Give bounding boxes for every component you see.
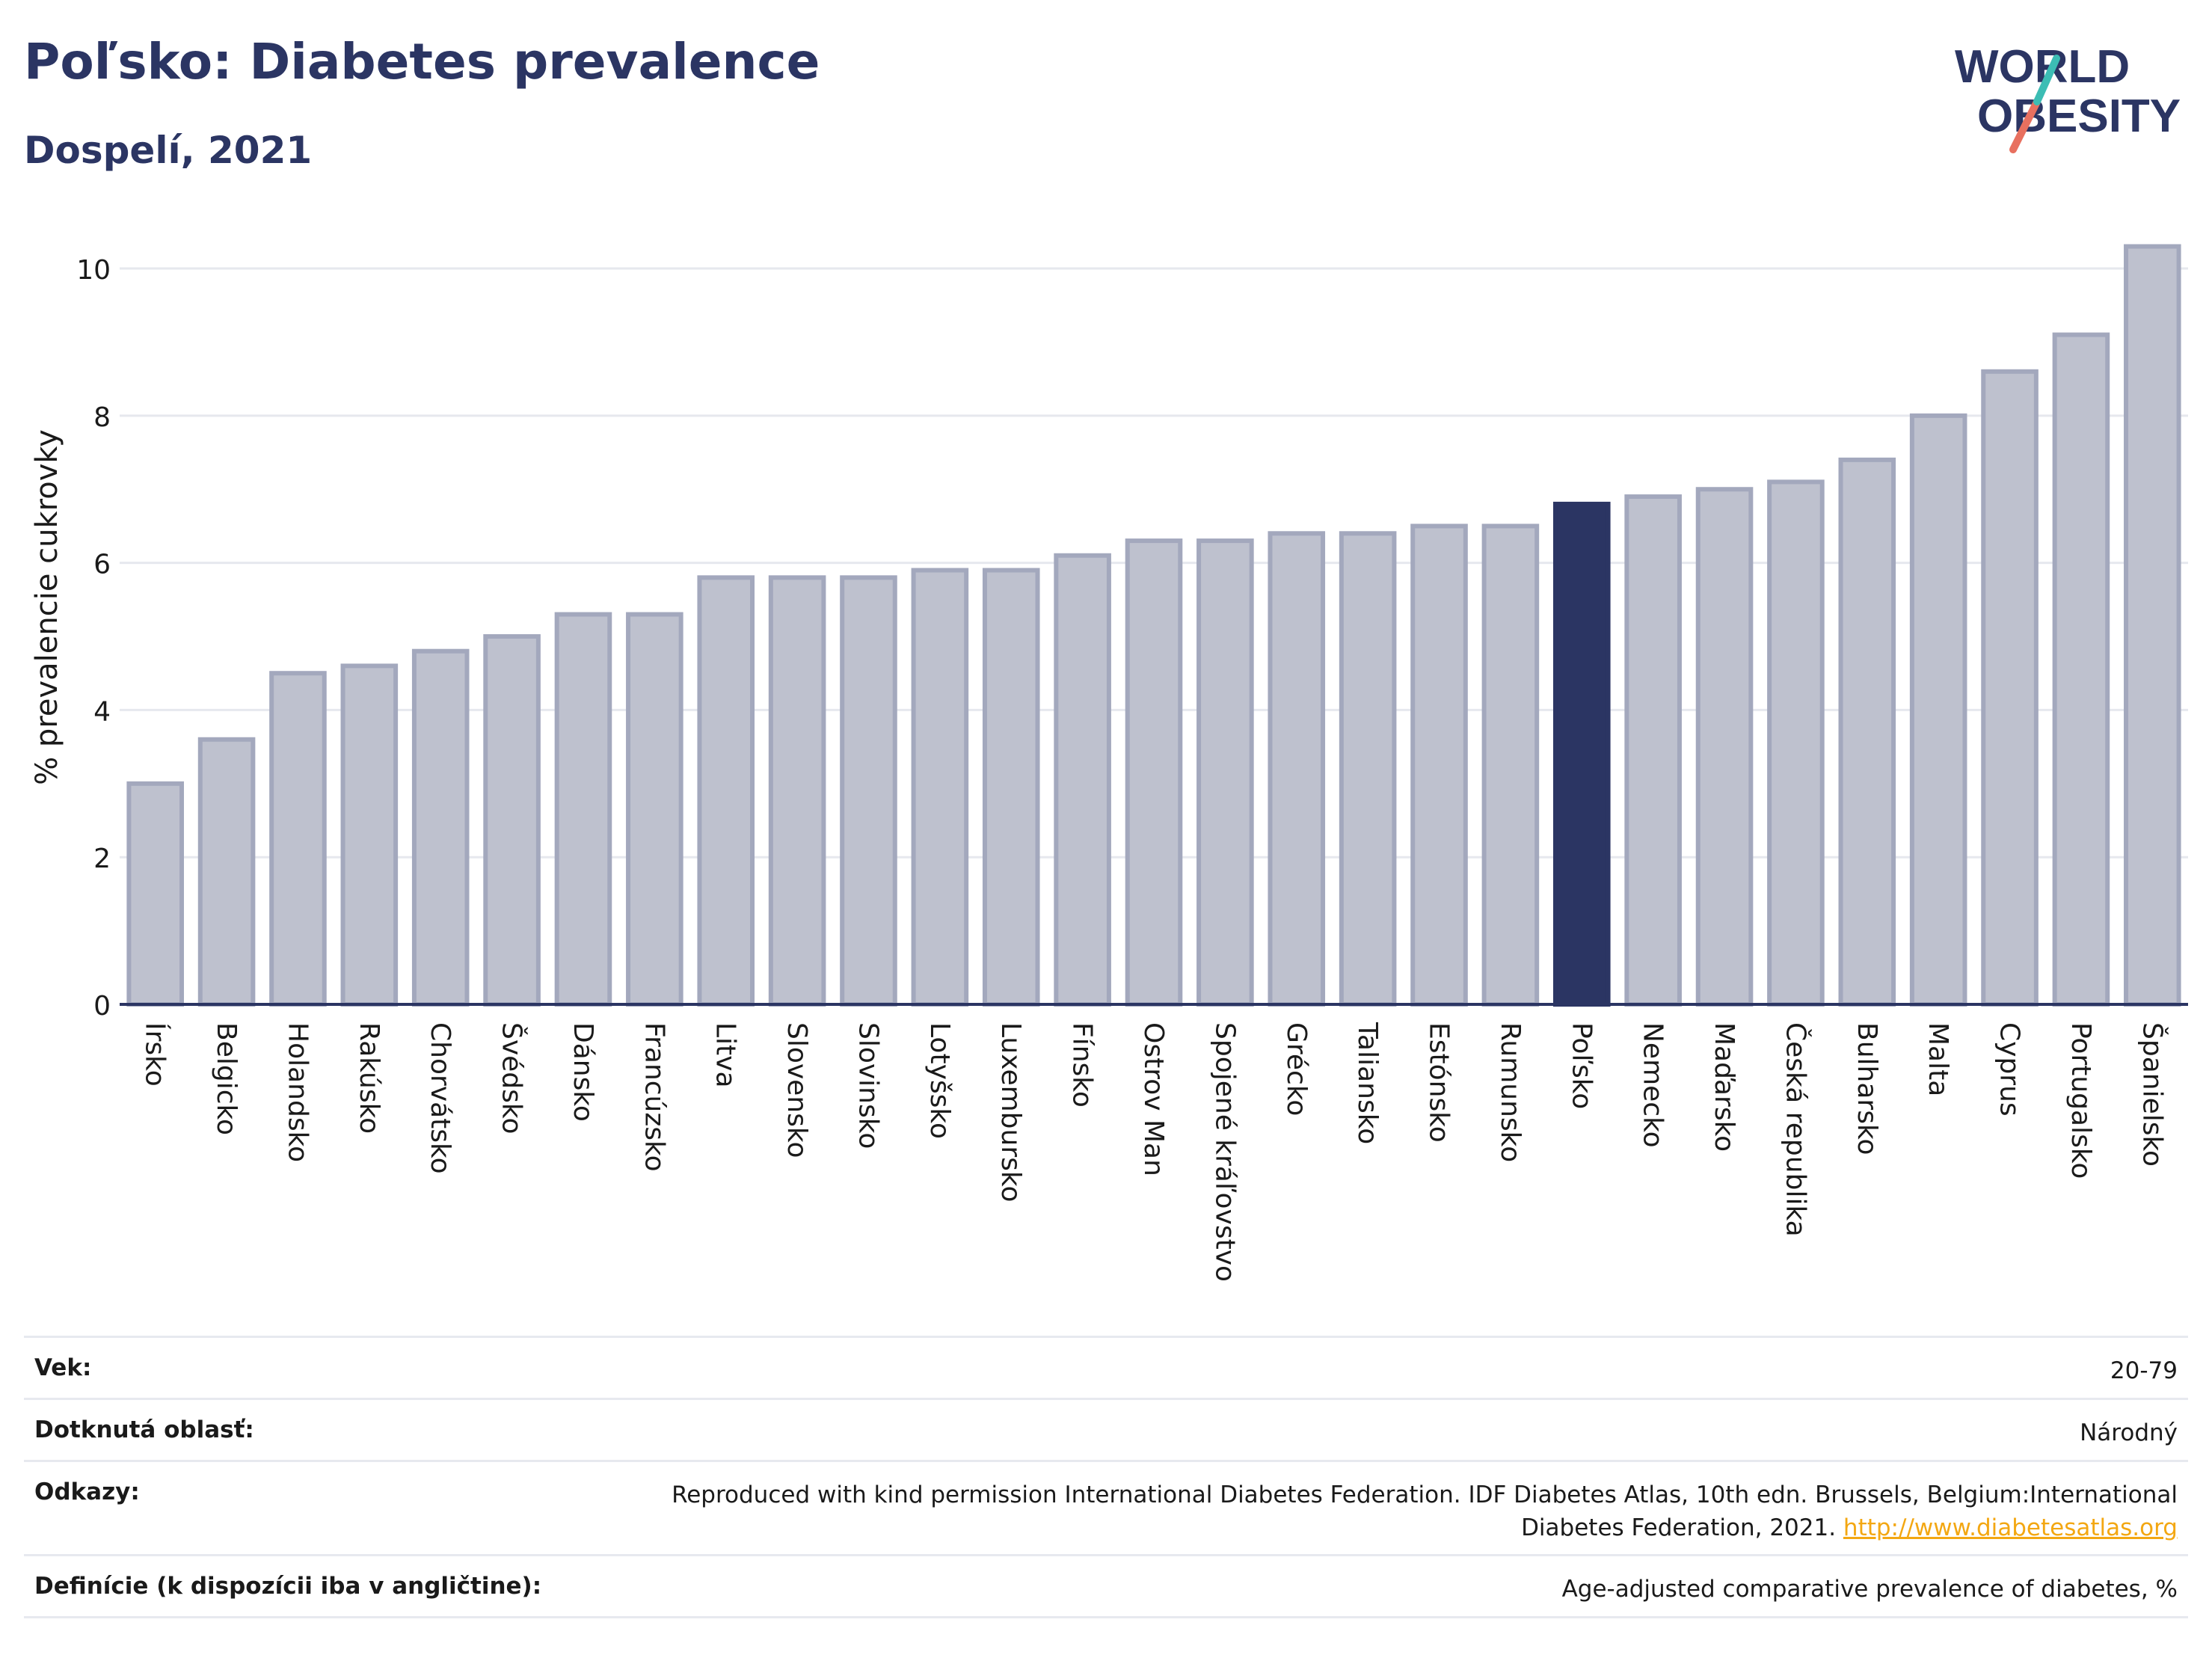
- bar-0: [126, 781, 184, 1007]
- y-tick-labels: 0 2 4 6 8 10: [76, 255, 111, 1022]
- logo-slash-red: [2009, 98, 2041, 153]
- bar-1: [197, 737, 256, 1007]
- bar-7: [626, 612, 683, 1007]
- x-tick-label: Ostrov Man: [1138, 1022, 1169, 1176]
- meta-refs-text: Reproduced with kind permission Internat…: [672, 1481, 2178, 1541]
- meta-row-age: Vek: 20-79: [24, 1338, 2188, 1400]
- bar-15: [1196, 538, 1254, 1007]
- x-tick-label: Estónsko: [1424, 1022, 1454, 1143]
- bar-18: [1410, 523, 1468, 1007]
- x-tick-label: Lotyšsko: [924, 1022, 955, 1139]
- meta-area-value: Národný: [2080, 1419, 2178, 1446]
- x-tick-label: Česká republika: [1780, 1022, 1811, 1237]
- meta-age-value: 20-79: [2110, 1357, 2178, 1384]
- x-tick-label: Francúzsko: [639, 1022, 669, 1172]
- y-tick-label: 10: [76, 255, 111, 286]
- x-tick-label: Poľsko: [1566, 1022, 1597, 1109]
- x-tick-label: Spojené kráľovstvo: [1209, 1022, 1240, 1282]
- x-tick-label: Malta: [1923, 1022, 1953, 1096]
- page-subtitle: Dospelí, 2021: [24, 129, 313, 172]
- meta-row-refs: Odkazy: Reproduced with kind permission …: [24, 1462, 2188, 1556]
- bar-8: [697, 575, 755, 1007]
- bar-17: [1339, 531, 1397, 1007]
- y-tick-label: 6: [93, 550, 111, 580]
- bar-12: [982, 568, 1040, 1007]
- x-tick-label: Bulharsko: [1852, 1022, 1882, 1155]
- x-tick-label: Španielsko: [2136, 1022, 2168, 1167]
- bar-5: [483, 634, 541, 1007]
- bar-16: [1268, 531, 1326, 1007]
- bar-11: [911, 568, 969, 1007]
- bar-9: [768, 575, 826, 1007]
- bar-14: [1125, 538, 1183, 1007]
- bar-2: [269, 671, 327, 1007]
- x-tick-label: Cyprus: [1994, 1022, 2025, 1117]
- bars: [126, 244, 2181, 1007]
- y-tick-label: 0: [93, 991, 111, 1022]
- y-tick-label: 2: [93, 844, 111, 874]
- y-tick-label: 4: [93, 696, 111, 727]
- meta-refs-link[interactable]: http://www.diabetesatlas.org: [1843, 1514, 2178, 1541]
- world-obesity-logo: WORLD OBESITY: [1955, 41, 2181, 153]
- x-tick-label: Švédsko: [497, 1022, 528, 1134]
- x-tick-label: Belgicko: [211, 1022, 242, 1135]
- x-tick-label: Portugalsko: [2065, 1022, 2096, 1179]
- bar-27: [2052, 332, 2110, 1007]
- x-tick-label: Chorvátsko: [425, 1022, 455, 1174]
- meta-def-value: Age-adjusted comparative prevalence of d…: [1561, 1576, 2178, 1603]
- x-tick-label: Taliansko: [1352, 1022, 1383, 1144]
- logo-slash-teal: [2033, 55, 2060, 105]
- x-tick-label: Fínsko: [1067, 1022, 1098, 1108]
- meta-row-definition: Definície (k dispozícii iba v angličtine…: [24, 1556, 2188, 1618]
- bar-23: [1767, 479, 1825, 1007]
- meta-area-label: Dotknutá oblasť:: [34, 1416, 254, 1443]
- bar-4: [411, 648, 470, 1007]
- bar-24: [1838, 457, 1896, 1007]
- x-tick-label: Slovensko: [781, 1022, 812, 1158]
- page-title: Poľsko: Diabetes prevalence: [24, 33, 820, 90]
- bar-chart: 0 2 4 6 8 10 Írsko Belgicko Holandsko Rakúsko Cho…: [30, 244, 2188, 1282]
- y-tick-label: 8: [93, 402, 111, 433]
- x-tick-label: Slovinsko: [852, 1022, 883, 1149]
- x-tick-label: Grécko: [1281, 1022, 1312, 1116]
- x-tick-label: Luxembursko: [995, 1022, 1026, 1202]
- bar-19: [1481, 523, 1540, 1007]
- x-tick-labels: Írsko Belgicko Holandsko Rakúsko Chorvátsko Š…: [140, 1022, 2169, 1282]
- y-axis-label: % prevalencie cukrovky: [30, 429, 64, 785]
- x-tick-label: Holandsko: [282, 1022, 313, 1162]
- x-tick-label: Rumunsko: [1495, 1022, 1526, 1162]
- bar-13: [1054, 553, 1111, 1007]
- bar-6: [554, 612, 612, 1007]
- x-tick-label: Rakúsko: [354, 1022, 384, 1134]
- meta-refs-label: Odkazy:: [34, 1479, 140, 1505]
- bar-28: [2124, 244, 2181, 1007]
- bar-22: [1695, 487, 1754, 1007]
- x-tick-label: Dánsko: [568, 1022, 598, 1122]
- meta-def-label: Definície (k dispozícii iba v angličtine…: [34, 1573, 542, 1600]
- bar-3: [340, 663, 399, 1007]
- x-tick-label: Litva: [710, 1022, 741, 1088]
- meta-row-area: Dotknutá oblasť: Národný: [24, 1400, 2188, 1462]
- bar-25: [1909, 413, 1967, 1007]
- meta-refs-value: Reproduced with kind permission Internat…: [645, 1479, 2178, 1544]
- bar-21: [1624, 494, 1682, 1007]
- x-tick-label: Maďarsko: [1709, 1022, 1739, 1152]
- bar-20: [1552, 501, 1611, 1007]
- metadata-table: Vek: 20-79 Dotknutá oblasť: Národný Odka…: [24, 1336, 2188, 1618]
- x-tick-label: Írsko: [140, 1022, 171, 1087]
- x-tick-label: Nemecko: [1638, 1022, 1668, 1148]
- bar-26: [1981, 369, 2039, 1007]
- bar-10: [840, 575, 897, 1007]
- meta-age-label: Vek:: [34, 1354, 92, 1381]
- logo-line2: OBESITY: [1977, 90, 2181, 142]
